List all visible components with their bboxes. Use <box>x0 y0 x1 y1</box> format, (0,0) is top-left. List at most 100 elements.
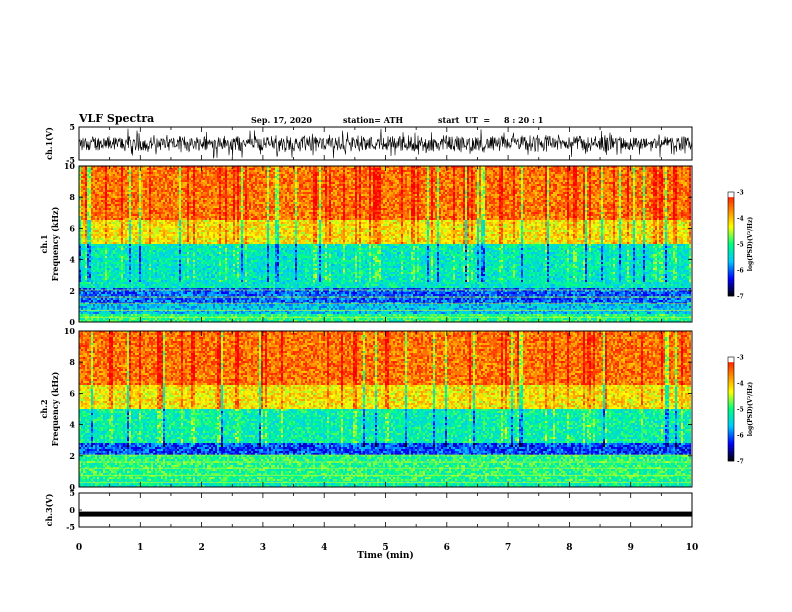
spectrogram-cell <box>153 286 155 288</box>
spectrogram-cell <box>163 238 165 240</box>
spectrogram-cell <box>119 242 121 244</box>
spectrogram-cell <box>141 298 143 300</box>
spectrogram-cell <box>155 190 157 192</box>
spectrogram-cell <box>171 258 173 260</box>
spectrogram-cell <box>183 236 185 238</box>
spectrogram-cell <box>91 314 93 316</box>
spectrogram-cell <box>91 178 93 180</box>
spectrogram-cell <box>101 252 103 254</box>
spectrogram-cell <box>189 220 191 222</box>
spectrogram-cell <box>139 312 141 314</box>
spectrogram-cell <box>139 206 141 208</box>
spectrogram-cell <box>135 212 137 214</box>
spectrogram-cell <box>161 284 163 286</box>
spectrogram-cell <box>125 256 127 258</box>
spectrogram-cell <box>161 204 163 206</box>
spectrogram-cell <box>101 188 103 190</box>
spectrogram-cell <box>177 196 179 198</box>
spectrogram-cell <box>87 172 89 174</box>
spectrogram-cell <box>195 190 197 192</box>
spectrogram-cell <box>139 280 141 282</box>
spectrogram-cell <box>131 214 133 216</box>
spectrogram-cell <box>151 306 153 308</box>
spectrogram-cell <box>93 206 95 208</box>
spectrogram-cell <box>81 256 83 258</box>
spectrogram-cell <box>107 238 109 240</box>
spectrogram-cell <box>125 212 127 214</box>
spectrogram-cell <box>163 216 165 218</box>
spectrogram-cell <box>117 266 119 268</box>
spectrogram-cell <box>191 262 193 264</box>
spectrogram-cell <box>131 276 133 278</box>
spectrogram-cell <box>199 308 201 310</box>
spectrogram-cell <box>193 280 195 282</box>
spectrogram-cell <box>121 218 123 220</box>
spectrogram-cell <box>181 304 183 306</box>
spectrogram-cell <box>163 252 165 254</box>
spectrogram-cell <box>177 190 179 192</box>
spectrogram-cell <box>113 300 115 302</box>
spectrogram-cell <box>157 282 159 284</box>
spectrogram-cell <box>111 298 113 300</box>
spectrogram-cell <box>93 208 95 210</box>
spectrogram-cell <box>161 314 163 316</box>
spectrogram-cell <box>91 252 93 254</box>
spectrogram-cell <box>97 286 99 288</box>
spectrogram-cell <box>201 228 203 230</box>
spectrogram-cell <box>111 276 113 278</box>
spectrogram-cell <box>203 216 205 218</box>
spectrogram-cell <box>89 262 91 264</box>
spectrogram-cell <box>173 258 175 260</box>
spectrogram-cell <box>189 182 191 184</box>
spectrogram-cell <box>197 258 199 260</box>
spectrogram-cell <box>105 178 107 180</box>
spectrogram-cell <box>143 222 145 224</box>
spectrogram-cell <box>183 292 185 294</box>
spectrogram-cell <box>195 294 197 296</box>
spectrogram-cell <box>113 260 115 262</box>
spectrogram-cell <box>143 186 145 188</box>
spectrogram-cell <box>193 238 195 240</box>
spectrogram-cell <box>133 204 135 206</box>
spectrogram-cell <box>85 188 87 190</box>
spectrogram-cell <box>117 172 119 174</box>
spectrogram-cell <box>89 306 91 308</box>
spectrogram-cell <box>103 280 105 282</box>
spectrogram-cell <box>157 294 159 296</box>
spectrogram-cell <box>133 188 135 190</box>
spectrogram-cell <box>103 178 105 180</box>
spectrogram-cell <box>171 172 173 174</box>
spectrogram-cell <box>193 264 195 266</box>
spectrogram-cell <box>119 218 121 220</box>
spectrogram-cell <box>167 258 169 260</box>
spectrogram-cell <box>133 226 135 228</box>
spectrogram-cell <box>133 194 135 196</box>
spectrogram-cell <box>129 202 131 204</box>
spectrogram-cell <box>183 278 185 280</box>
spectrogram-cell <box>117 194 119 196</box>
spectrogram-cell <box>113 208 115 210</box>
spectrogram-cell <box>155 228 157 230</box>
spectrogram-cell <box>107 196 109 198</box>
spectrogram-cell <box>119 182 121 184</box>
spectrogram-cell <box>161 264 163 266</box>
spectrogram-cell <box>103 238 105 240</box>
spectrogram-cell <box>179 240 181 242</box>
spectrogram-cell <box>127 168 129 170</box>
spectrogram-cell <box>167 300 169 302</box>
spectrogram-cell <box>121 252 123 254</box>
spectrogram-cell <box>175 222 177 224</box>
spectrogram-cell <box>87 304 89 306</box>
spectrogram-cell <box>195 238 197 240</box>
spectrogram-cell <box>141 220 143 222</box>
spectrogram-cell <box>195 214 197 216</box>
spectrogram-cell <box>123 284 125 286</box>
spectrogram-cell <box>119 176 121 178</box>
spectrogram-cell <box>163 208 165 210</box>
spectrogram-cell <box>141 208 143 210</box>
spectrogram-cell <box>137 232 139 234</box>
spectrogram-cell <box>139 244 141 246</box>
spectrogram-cell <box>161 236 163 238</box>
spectrogram-cell <box>203 268 205 270</box>
spectrogram-cell <box>179 200 181 202</box>
